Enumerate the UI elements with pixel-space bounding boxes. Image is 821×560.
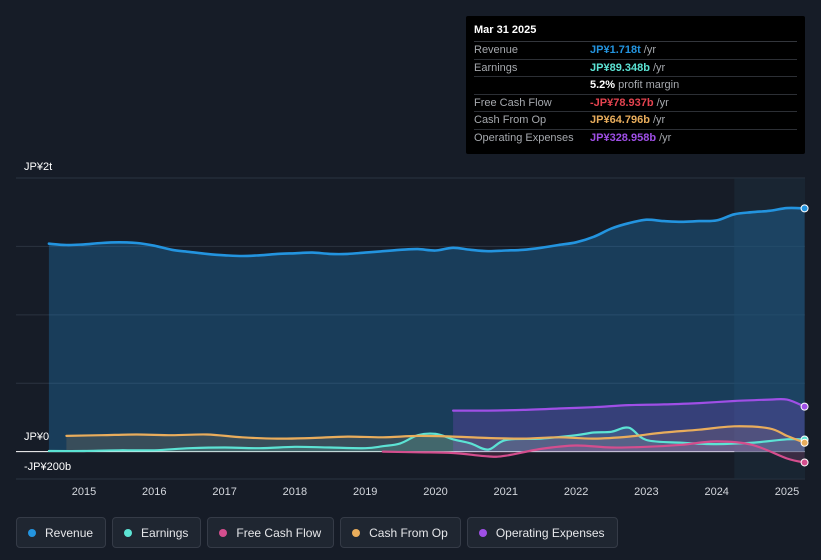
tooltip-date: Mar 31 2025 [474, 24, 797, 42]
tooltip-rows: Revenue JP¥1.718t/yr Earnings JP¥89.348b/yr… [474, 42, 797, 146]
tooltip-row-unit: profit margin [618, 79, 680, 91]
x-tick-label: 2021 [494, 486, 518, 498]
legend-item-revenue[interactable]: Revenue [16, 517, 107, 548]
legend-item-label: Earnings [141, 525, 189, 540]
legend-dot-icon [219, 528, 228, 537]
legend-item-label: Free Cash Flow [236, 525, 322, 540]
legend-dot-icon [478, 528, 487, 537]
series-lines [47, 206, 806, 464]
legend-dot-icon [28, 528, 36, 537]
cash-from-op-line [65, 425, 806, 444]
legend-item-cash-from-op[interactable]: Cash From Op [340, 517, 461, 548]
tooltip-row-unit: /yr [643, 44, 656, 56]
revenue-area [48, 207, 805, 452]
revenue-endpoint [800, 204, 809, 213]
x-tick-label: 2023 [634, 486, 658, 498]
legend-dot-icon [124, 528, 133, 537]
tooltip-row-value: 5.2% [590, 79, 616, 91]
x-tick-label: 2019 [353, 486, 377, 498]
tooltip-row: Revenue JP¥1.718t/yr [474, 42, 797, 60]
x-tick-label: 2022 [564, 486, 588, 498]
x-axis-ticks: 2015 2016 2017 2018 2019 2020 2021 2022 2023 2024… [72, 486, 799, 498]
tooltip-row: Cash From Op JP¥64.796b/yr [474, 112, 797, 130]
y-axis-label-bottom: -JP¥200b [24, 461, 71, 473]
x-tick-label: 2017 [212, 486, 236, 498]
revenue-line [47, 206, 806, 258]
tooltip-row-label: Free Cash Flow [474, 96, 552, 109]
earnings-line [47, 426, 806, 453]
legend-item-label: Cash From Op [369, 525, 448, 540]
earnings-area [48, 427, 805, 452]
legend-dot-icon [352, 528, 361, 537]
free-cash-flow-line [381, 440, 806, 464]
tooltip-row-label: Revenue [474, 44, 519, 56]
free-cash-flow-endpoint [800, 458, 809, 467]
tooltip-row: Operating Expenses JP¥328.958b/yr [474, 130, 797, 147]
cash-from-op-area [66, 426, 805, 452]
tooltip-row: Earnings JP¥89.348b/yr [474, 60, 797, 77]
y-axis-label-zero: JP¥0 [24, 431, 49, 443]
tooltip-row-unit: /yr [652, 61, 666, 74]
tooltip-row: Free Cash Flow -JP¥78.937b/yr [474, 95, 797, 112]
x-tick-label: 2015 [72, 486, 96, 498]
tooltip-row-value: -JP¥78.937b [590, 96, 654, 109]
x-tick-label: 2024 [704, 486, 728, 498]
legend-item-label: Operating Expenses [495, 525, 605, 540]
tooltip-row-value: JP¥89.348b [590, 61, 650, 74]
tooltip-row-value: JP¥1.718t [590, 44, 641, 56]
operating-expenses-line [452, 397, 806, 412]
tooltip-row-label [474, 77, 590, 94]
series-areas [48, 207, 805, 463]
free-cash-flow-area [382, 441, 805, 463]
legend-item-earnings[interactable]: Earnings [112, 517, 202, 548]
tooltip-row-label: Operating Expenses [474, 131, 574, 144]
tooltip-panel: Mar 31 2025 Revenue JP¥1.718t/yr Earnings J… [466, 16, 805, 154]
operating-expenses-endpoint [800, 402, 809, 411]
tooltip-row-value: JP¥328.958b [590, 131, 657, 144]
tooltip-row-label: Earnings [474, 61, 518, 74]
tooltip-row-unit: /yr [652, 114, 666, 126]
tooltip-row-value: JP¥64.796b [590, 114, 650, 126]
x-tick-label: 2020 [423, 486, 447, 498]
legend: Revenue Earnings Free Cash Flow Cash From O… [16, 517, 624, 549]
legend-item-operating-expenses[interactable]: Operating Expenses [466, 517, 618, 548]
x-tick-label: 2016 [142, 486, 166, 498]
tooltip-row-unit: /yr [656, 96, 669, 109]
tooltip-row-unit: /yr [659, 131, 672, 144]
series-endpoints [800, 204, 809, 467]
y-axis-label-top: JP¥2t [24, 161, 52, 173]
tooltip-row-label: Cash From Op [474, 114, 547, 126]
legend-item-free-cash-flow[interactable]: Free Cash Flow [207, 517, 335, 548]
x-tick-label: 2025 [775, 486, 799, 498]
tooltip-row: 5.2% profit margin [474, 77, 797, 95]
cash-from-op-endpoint [800, 438, 809, 447]
legend-item-label: Revenue [45, 525, 94, 540]
x-tick-label: 2018 [283, 486, 307, 498]
